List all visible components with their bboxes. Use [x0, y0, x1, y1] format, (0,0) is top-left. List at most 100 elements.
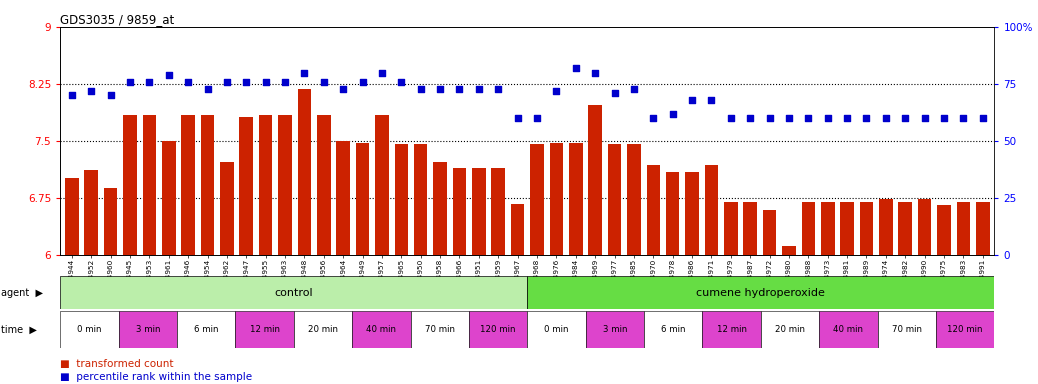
Point — [975, 115, 991, 121]
Point — [296, 70, 312, 76]
Point — [490, 86, 507, 92]
Bar — [433, 162, 447, 255]
Point — [877, 115, 894, 121]
Bar — [877, 311, 936, 348]
Text: 0 min: 0 min — [544, 325, 569, 334]
Point — [219, 79, 236, 85]
Point — [238, 79, 254, 85]
Point — [528, 115, 545, 121]
Point — [586, 70, 603, 76]
Bar — [685, 172, 699, 255]
Text: agent  ▶: agent ▶ — [1, 288, 43, 298]
Point — [412, 86, 429, 92]
Point — [180, 79, 196, 85]
Point — [742, 115, 759, 121]
Point — [432, 86, 448, 92]
Point — [781, 115, 797, 121]
Bar — [453, 168, 466, 255]
Bar — [414, 144, 428, 255]
Point — [393, 79, 410, 85]
Point — [103, 92, 119, 98]
Text: GDS3035 / 9859_at: GDS3035 / 9859_at — [60, 13, 174, 26]
Bar — [124, 115, 137, 255]
Bar — [705, 166, 718, 255]
Text: 0 min: 0 min — [77, 325, 102, 334]
Bar — [801, 202, 815, 255]
Text: control: control — [274, 288, 313, 298]
Bar — [182, 115, 195, 255]
Point — [63, 92, 80, 98]
Bar — [142, 115, 156, 255]
Bar — [65, 178, 79, 255]
Bar — [220, 162, 234, 255]
Bar — [761, 311, 819, 348]
Point — [761, 115, 777, 121]
Bar — [356, 142, 370, 255]
Bar — [937, 205, 951, 255]
Bar — [60, 311, 118, 348]
Bar — [200, 115, 214, 255]
Bar — [666, 172, 680, 255]
Bar — [162, 141, 175, 255]
Text: time  ▶: time ▶ — [1, 324, 37, 334]
Bar — [703, 311, 761, 348]
Point — [664, 111, 681, 117]
Point — [354, 79, 371, 85]
Point — [626, 86, 643, 92]
Point — [645, 115, 661, 121]
Bar — [240, 117, 253, 255]
Bar — [336, 141, 350, 255]
Bar — [918, 199, 931, 255]
Bar — [472, 168, 486, 255]
Bar — [976, 202, 989, 255]
Bar — [84, 170, 98, 255]
Point — [335, 86, 352, 92]
Text: 40 min: 40 min — [366, 325, 397, 334]
Text: 120 min: 120 min — [948, 325, 983, 334]
Bar — [821, 202, 835, 255]
Point — [83, 88, 100, 94]
Text: 12 min: 12 min — [716, 325, 746, 334]
Text: 20 min: 20 min — [308, 325, 338, 334]
Text: 120 min: 120 min — [481, 325, 516, 334]
Text: 12 min: 12 min — [249, 325, 279, 334]
Text: 70 min: 70 min — [892, 325, 922, 334]
Bar — [236, 311, 294, 348]
Point — [606, 90, 623, 96]
Point — [722, 115, 739, 121]
Bar — [627, 144, 640, 255]
Bar — [375, 115, 388, 255]
Point — [121, 79, 138, 85]
Point — [568, 65, 584, 71]
Point — [703, 97, 719, 103]
Text: 70 min: 70 min — [425, 325, 455, 334]
Point — [819, 115, 836, 121]
Bar — [585, 311, 644, 348]
Point — [161, 72, 177, 78]
Bar — [317, 115, 330, 255]
Bar — [569, 142, 582, 255]
Bar — [469, 311, 527, 348]
Text: 3 min: 3 min — [603, 325, 627, 334]
Text: 40 min: 40 min — [834, 325, 864, 334]
Point — [548, 88, 565, 94]
Bar — [511, 204, 524, 255]
Point — [470, 86, 487, 92]
Bar — [589, 104, 602, 255]
Bar — [819, 311, 877, 348]
Text: 6 min: 6 min — [194, 325, 218, 334]
Bar — [607, 144, 622, 255]
Text: cumene hydroperoxide: cumene hydroperoxide — [696, 288, 825, 298]
Bar — [491, 168, 506, 255]
Bar — [763, 210, 776, 255]
Bar — [352, 311, 411, 348]
Bar — [841, 202, 854, 255]
Text: ■  percentile rank within the sample: ■ percentile rank within the sample — [60, 372, 252, 382]
Bar — [530, 144, 544, 255]
Bar — [298, 89, 311, 255]
Point — [917, 115, 933, 121]
Bar — [60, 276, 527, 309]
Point — [935, 115, 952, 121]
Point — [257, 79, 274, 85]
Bar — [549, 142, 564, 255]
